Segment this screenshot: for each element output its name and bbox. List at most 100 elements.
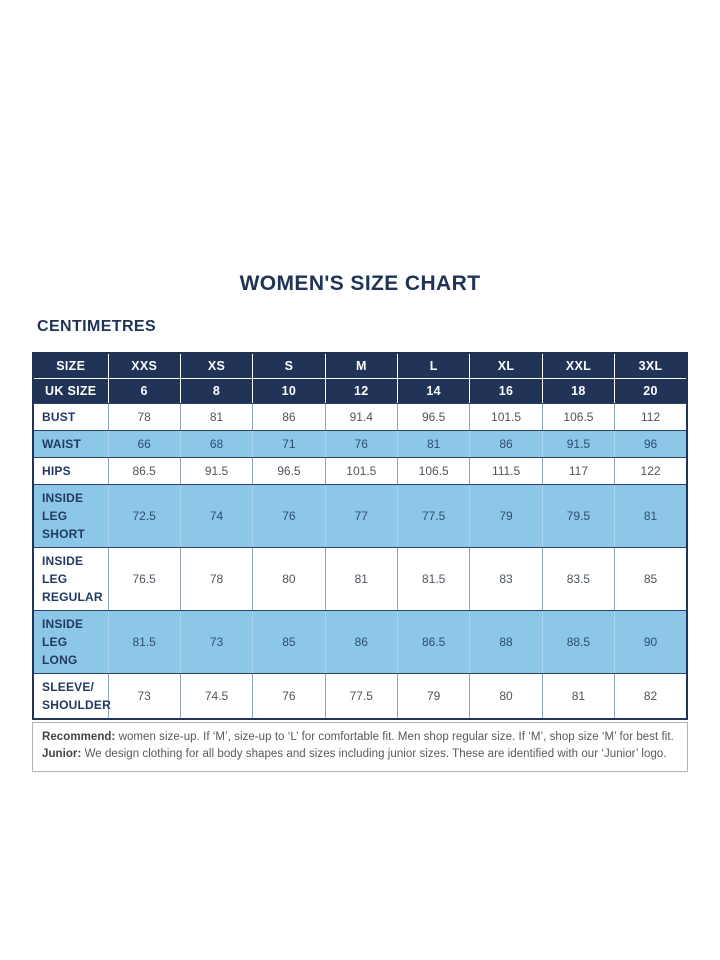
size-value-cell: 112: [614, 402, 688, 431]
size-value-cell: 78: [179, 546, 254, 611]
size-value-cell: 73: [107, 672, 181, 719]
size-value-cell: 76: [252, 672, 326, 719]
table-row: BUST 78 81 86 91.4 96.5 101.5 106.5 112: [32, 402, 688, 431]
table-row: WAIST 66 68 71 76 81 86 91.5 96: [32, 429, 688, 458]
row-label: INSIDE LEG REGULAR: [32, 546, 109, 611]
size-value-cell: 81.5: [396, 546, 471, 611]
size-value-cell: 71: [252, 429, 326, 458]
size-value-cell: 101.5: [469, 402, 543, 431]
note-text: women size-up. If ‘M’, size-up to ‘L’ fo…: [115, 730, 674, 743]
size-value-cell: 88: [469, 609, 543, 674]
size-value-cell: 83: [469, 546, 543, 611]
size-value-cell: 122: [614, 456, 688, 485]
row-label: SLEEVE/ SHOULDER: [32, 672, 111, 719]
size-column-header-xs: XS: [179, 352, 254, 379]
row-label: WAIST: [32, 429, 109, 458]
note-line: Recommend: women size-up. If ‘M’, size-u…: [42, 729, 678, 747]
size-value-cell: 78: [107, 402, 181, 431]
size-value-cell: 81: [179, 402, 254, 431]
size-value-cell: 111.5: [469, 456, 543, 485]
page: WOMEN'S SIZE CHART CENTIMETRES SIZE XXS XS…: [32, 0, 688, 773]
size-value-cell: 73: [179, 609, 254, 674]
size-table: SIZE XXS XS S M L XL XXL 3XL UK SIZE 6 8 10 12 14 16 18…: [32, 352, 688, 720]
size-value-cell: 86: [252, 402, 326, 431]
uk-size-value: 20: [614, 377, 688, 404]
size-value-cell: 74: [179, 483, 254, 548]
size-value-cell: 96.5: [252, 456, 326, 485]
size-value-cell: 77.5: [396, 483, 471, 548]
size-value-cell: 81: [614, 483, 688, 548]
size-column-header-3xl: 3XL: [614, 352, 688, 379]
size-table-body: BUST 78 81 86 91.4 96.5 101.5 106.5 112 WAIST 66 68…: [32, 402, 688, 719]
size-value-cell: 86.5: [396, 609, 471, 674]
size-value-cell: 76: [324, 429, 399, 458]
size-value-cell: 96.5: [396, 402, 471, 431]
size-value-cell: 80: [252, 546, 326, 611]
table-row: INSIDE LEG REGULAR 76.5 78 80 81 81.5 83 83.5 85: [32, 546, 688, 611]
size-value-cell: 81: [541, 672, 616, 719]
uk-size-value: 16: [469, 377, 543, 404]
unit-heading: CENTIMETRES: [37, 318, 157, 335]
size-value-cell: 80: [469, 672, 543, 719]
uk-size-value: 10: [252, 377, 326, 404]
size-value-cell: 86: [469, 429, 543, 458]
size-value-cell: 91.5: [179, 456, 254, 485]
row-label: BUST: [32, 402, 109, 431]
size-value-cell: 77.5: [324, 672, 399, 719]
table-row: SLEEVE/ SHOULDER 73 74.5 76 77.5 79 80 81 82: [32, 672, 688, 719]
size-value-cell: 83.5: [541, 546, 616, 611]
size-value-cell: 77: [324, 483, 399, 548]
size-value-cell: 106.5: [396, 456, 471, 485]
row-label: INSIDE LEG SHORT: [32, 483, 109, 548]
uk-size-row: UK SIZE 6 8 10 12 14 16 18 20: [32, 377, 688, 404]
note-text: We design clothing for all body shapes a…: [81, 748, 667, 761]
size-value-cell: 81: [396, 429, 471, 458]
row-label: HIPS: [32, 456, 109, 485]
size-value-cell: 74.5: [179, 672, 254, 719]
size-value-cell: 79.5: [541, 483, 616, 548]
size-value-cell: 76.5: [107, 546, 181, 611]
size-header-row: SIZE XXS XS S M L XL XXL 3XL: [32, 352, 688, 379]
notes-box: Recommend: women size-up. If ‘M’, size-u…: [32, 721, 688, 773]
size-column-header-m: M: [324, 352, 399, 379]
page-title: WOMEN'S SIZE CHART: [239, 272, 481, 295]
size-value-cell: 68: [179, 429, 254, 458]
uk-size-value: 8: [179, 377, 254, 404]
uk-size-value: 12: [324, 377, 399, 404]
uk-size-value: 14: [396, 377, 471, 404]
note-line: Junior: We design clothing for all body …: [42, 746, 678, 764]
table-row: HIPS 86.5 91.5 96.5 101.5 106.5 111.5 117 122: [32, 456, 688, 485]
size-column-header-xl: XL: [469, 352, 543, 379]
note-label: Recommend:: [42, 730, 116, 743]
row-label: INSIDE LEG LONG: [32, 609, 109, 674]
size-value-cell: 82: [614, 672, 688, 719]
size-value-cell: 90: [614, 609, 688, 674]
uk-size-value: 6: [107, 377, 181, 404]
size-value-cell: 86: [324, 609, 399, 674]
note-label: Junior:: [42, 748, 82, 761]
size-value-cell: 86.5: [107, 456, 181, 485]
size-value-cell: 79: [469, 483, 543, 548]
size-value-cell: 91.5: [541, 429, 616, 458]
size-column-header: SIZE: [32, 352, 109, 379]
uk-size-value: 18: [541, 377, 616, 404]
table-row: INSIDE LEG SHORT 72.5 74 76 77 77.5 79 79.5 81: [32, 483, 688, 548]
size-value-cell: 88.5: [541, 609, 616, 674]
size-column-header-l: L: [396, 352, 471, 379]
size-value-cell: 81.5: [107, 609, 181, 674]
size-column-header-s: S: [252, 352, 326, 379]
size-value-cell: 85: [252, 609, 326, 674]
size-value-cell: 101.5: [324, 456, 399, 485]
size-value-cell: 81: [324, 546, 399, 611]
size-value-cell: 91.4: [324, 402, 399, 431]
size-column-header-xxs: XXS: [107, 352, 181, 379]
size-column-header-xxl: XXL: [541, 352, 616, 379]
size-value-cell: 85: [614, 546, 688, 611]
uk-size-label: UK SIZE: [32, 377, 109, 404]
size-value-cell: 79: [396, 672, 471, 719]
table-row: INSIDE LEG LONG 81.5 73 85 86 86.5 88 88.5 90: [32, 609, 688, 674]
size-value-cell: 72.5: [107, 483, 181, 548]
size-value-cell: 96: [614, 429, 688, 458]
size-value-cell: 106.5: [541, 402, 616, 431]
size-value-cell: 117: [541, 456, 616, 485]
